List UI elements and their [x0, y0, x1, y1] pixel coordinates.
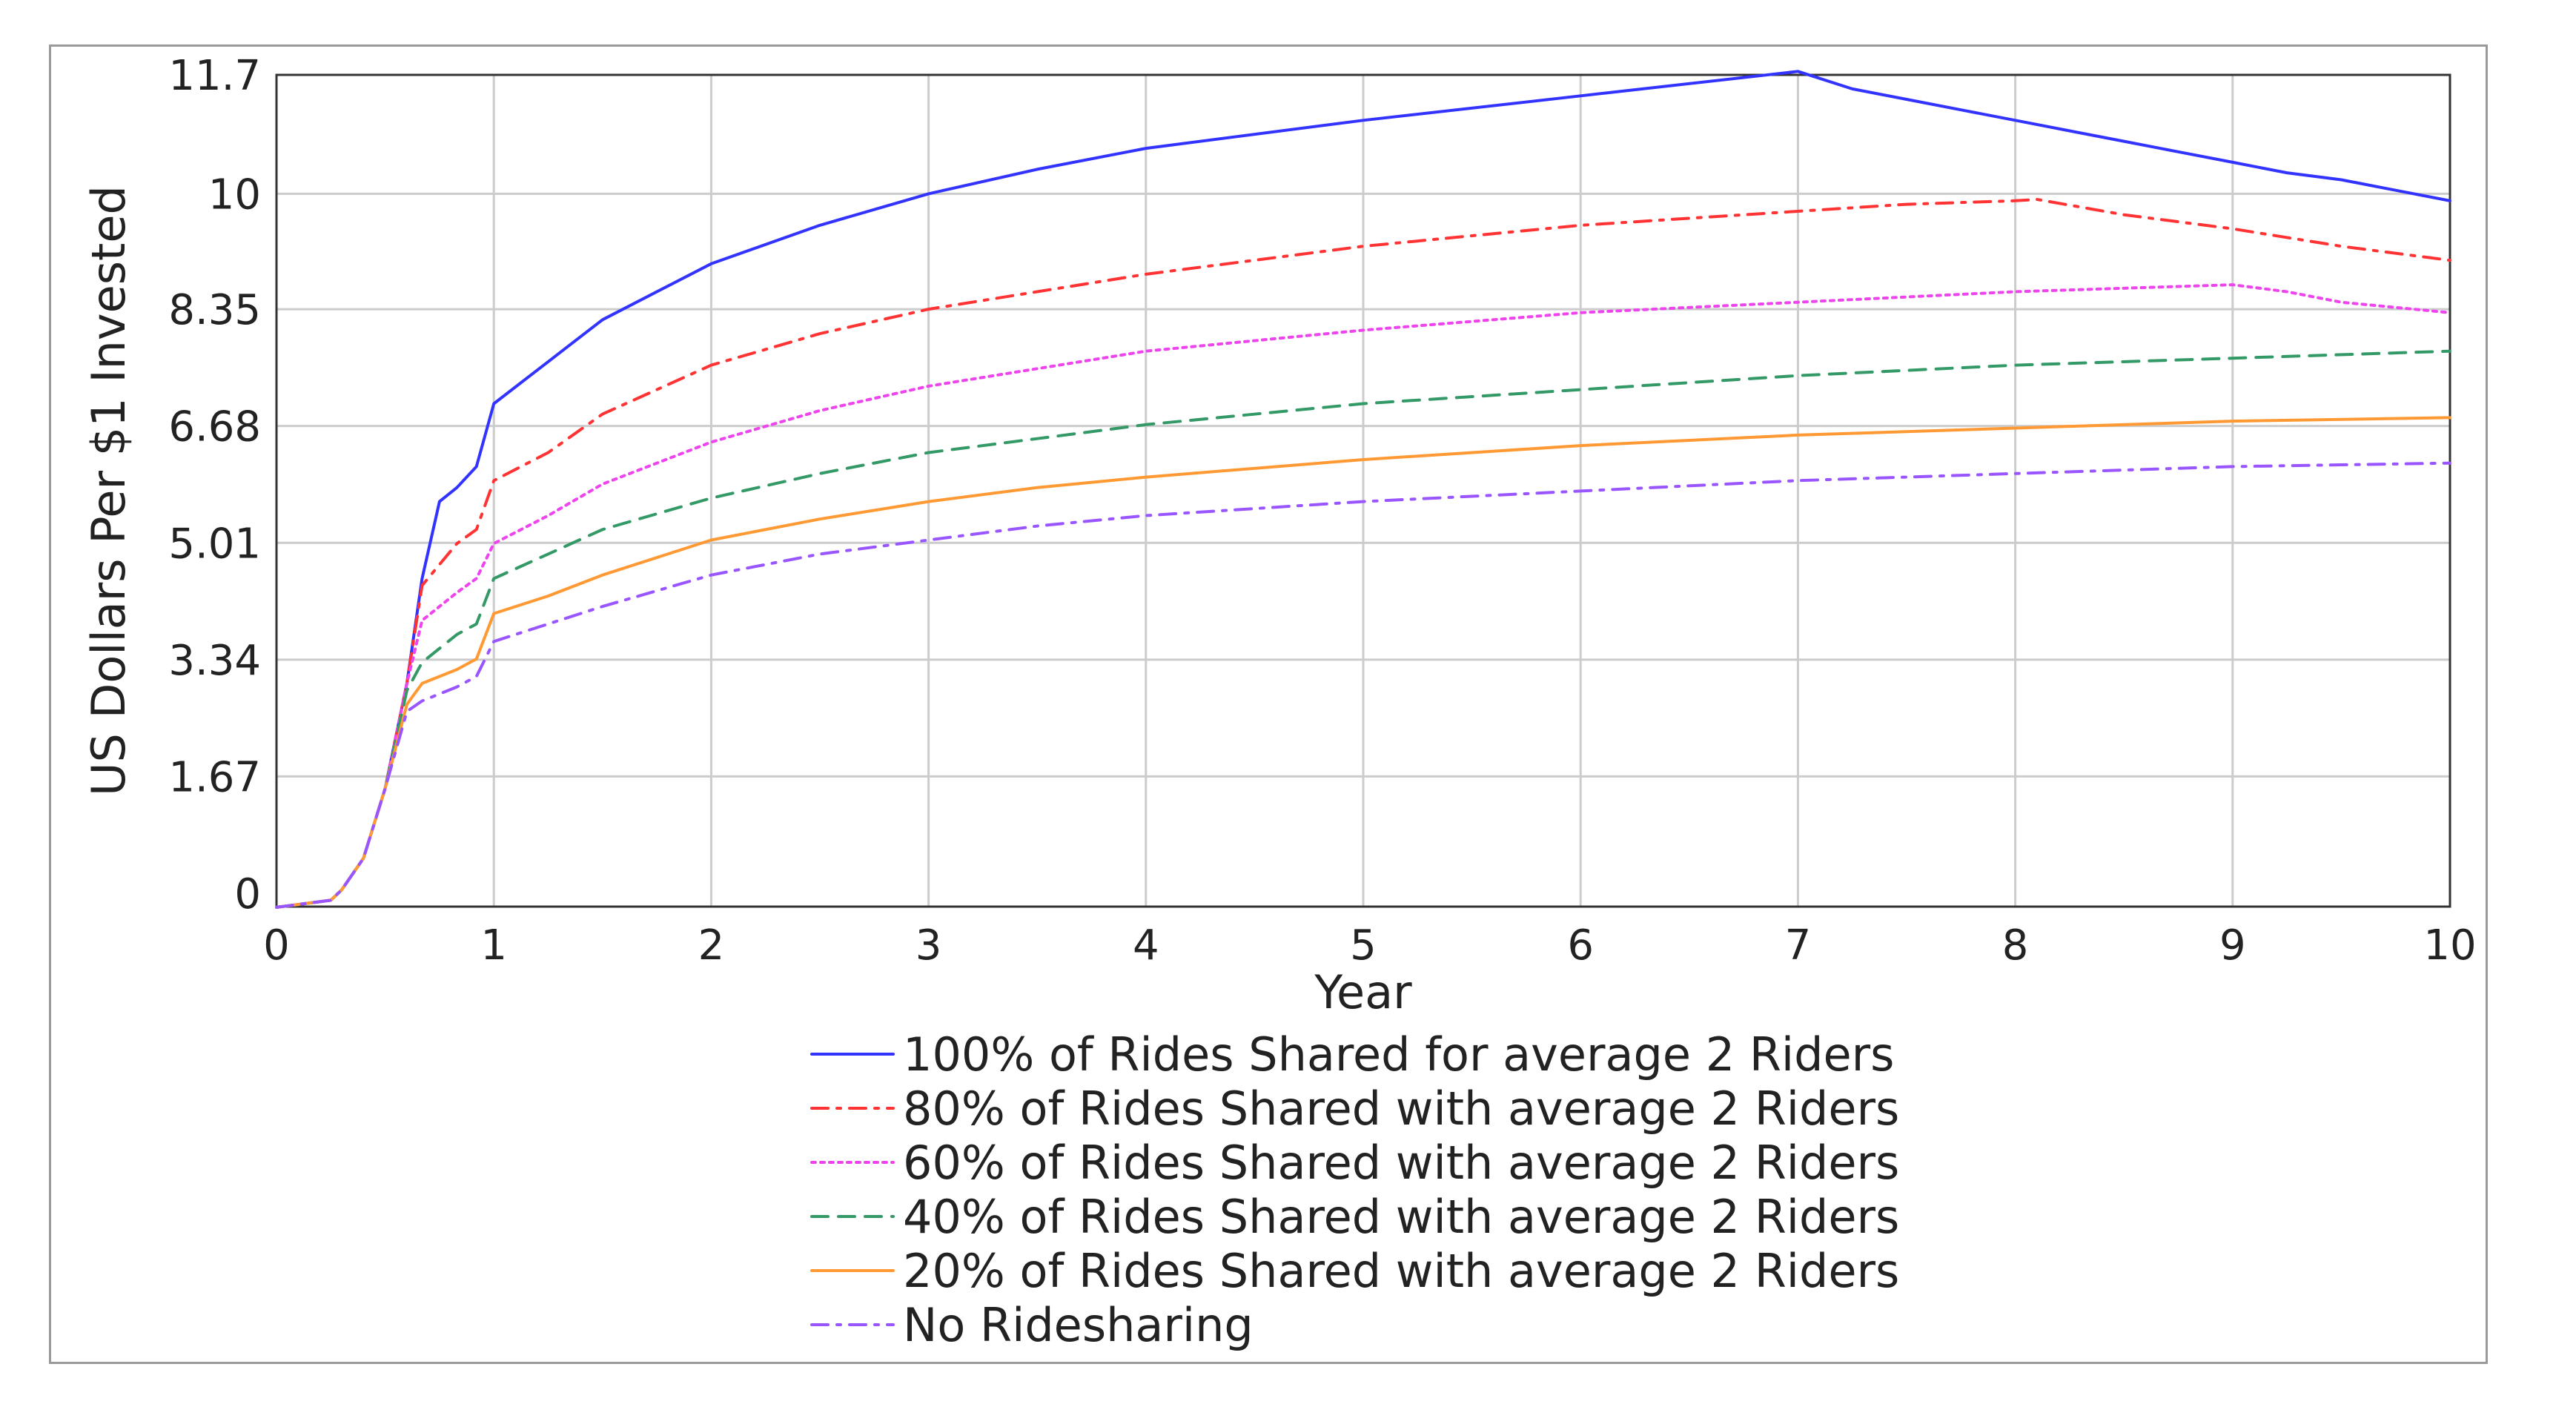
legend: 100% of Rides Shared for average 2 Rider… — [810, 1027, 1899, 1352]
x-tick-label: 7 — [1785, 921, 1812, 970]
x-tick-label: 5 — [1350, 921, 1377, 970]
legend-label: 20% of Rides Shared with average 2 Rider… — [903, 1244, 1899, 1298]
plot-area-border — [275, 73, 2451, 908]
x-tick-label: 6 — [1567, 921, 1594, 970]
x-tick-label: 10 — [2423, 921, 2476, 970]
x-axis-title: Year — [1314, 965, 1412, 1019]
y-axis-tick-labels: 0 1.67 3.34 5.01 6.68 8.35 10 11.7 — [168, 52, 261, 918]
y-tick-label: 10 — [208, 171, 261, 219]
legend-label: 60% of Rides Shared with average 2 Rider… — [903, 1136, 1899, 1190]
legend-label: 80% of Rides Shared with average 2 Rider… — [903, 1082, 1899, 1136]
series-line-1 — [275, 70, 2451, 909]
x-tick-label: 9 — [2219, 921, 2246, 970]
y-tick-label: 11.7 — [168, 52, 261, 100]
x-tick-label: 8 — [2002, 921, 2029, 970]
series-lines — [275, 70, 2451, 909]
y-axis-title: US Dollars Per $1 Invested — [82, 185, 136, 796]
grid-lines — [277, 73, 2450, 907]
x-tick-label: 2 — [698, 921, 725, 970]
y-tick-label: 1.67 — [168, 753, 261, 801]
x-tick-label: 3 — [915, 921, 942, 970]
series-line-5 — [275, 416, 2451, 909]
y-tick-label: 8.35 — [168, 286, 261, 334]
legend-label: No Ridesharing — [903, 1298, 1254, 1352]
series-line-6 — [275, 461, 2451, 909]
x-tick-label: 0 — [263, 921, 290, 970]
x-tick-label: 1 — [480, 921, 507, 970]
legend-label: 40% of Rides Shared with average 2 Rider… — [903, 1190, 1899, 1244]
y-tick-label: 6.68 — [168, 403, 261, 451]
chart-frame — [49, 44, 2488, 1364]
x-axis-tick-labels: 0 1 2 3 4 5 6 7 8 9 10 — [263, 921, 2476, 970]
y-tick-label: 3.34 — [168, 637, 261, 685]
x-tick-label: 4 — [1133, 921, 1159, 970]
legend-label: 100% of Rides Shared for average 2 Rider… — [903, 1027, 1894, 1082]
y-tick-label: 5.01 — [168, 520, 261, 568]
y-tick-label: 0 — [234, 870, 261, 918]
